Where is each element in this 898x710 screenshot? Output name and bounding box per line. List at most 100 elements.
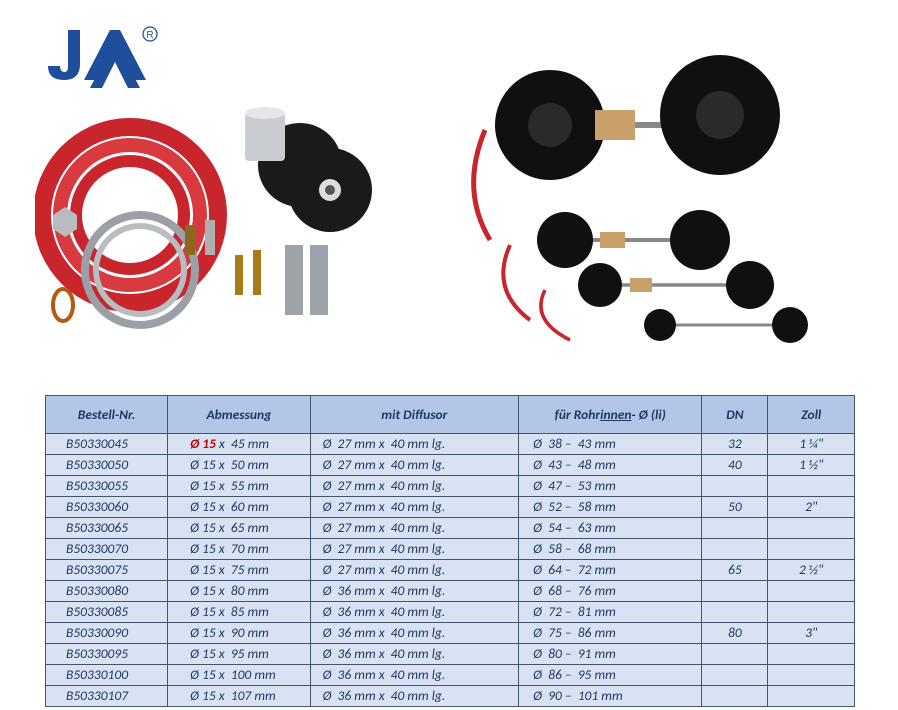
- cell-diffusor: Ø 36 mm x 40 mm lg.: [310, 644, 519, 665]
- cell-bestell-nr: B50330090: [46, 623, 168, 644]
- th-rohr-u: innen: [600, 406, 631, 423]
- cell-dn: [702, 665, 768, 686]
- cell-dn: [702, 644, 768, 665]
- th-bestell: Bestell-Nr.: [46, 396, 168, 434]
- table-body: B50330045Ø 15 x 45 mmØ 27 mm x 40 mm lg.…: [46, 434, 855, 707]
- cell-abmessung: Ø 15 x 45 mm: [168, 434, 310, 455]
- table-row: B50330070Ø 15 x 70 mmØ 27 mm x 40 mm lg.…: [46, 539, 855, 560]
- th-rohr-post: - Ø (li): [631, 406, 665, 423]
- cell-bestell-nr: B50330107: [46, 686, 168, 707]
- cell-diffusor: Ø 27 mm x 40 mm lg.: [310, 560, 519, 581]
- cell-rohrinnen: Ø 90 – 101 mm: [519, 686, 702, 707]
- cell-diffusor: Ø 36 mm x 40 mm lg.: [310, 602, 519, 623]
- cell-zoll: [768, 518, 855, 539]
- table-row: B50330107Ø 15 x 107 mmØ 36 mm x 40 mm lg…: [46, 686, 855, 707]
- cell-dn: 32: [702, 434, 768, 455]
- cell-zoll: 1 ½": [768, 455, 855, 476]
- cell-abmessung: Ø 15 x 75 mm: [168, 560, 310, 581]
- cell-rohrinnen: Ø 86 – 95 mm: [519, 665, 702, 686]
- cell-rohrinnen: Ø 80 – 91 mm: [519, 644, 702, 665]
- cell-zoll: 2 ½": [768, 560, 855, 581]
- cell-abmessung: Ø 15 x 70 mm: [168, 539, 310, 560]
- table-row: B50330085Ø 15 x 85 mmØ 36 mm x 40 mm lg.…: [46, 602, 855, 623]
- table-row: B50330080Ø 15 x 80 mmØ 36 mm x 40 mm lg.…: [46, 581, 855, 602]
- table-row: B50330100Ø 15 x 100 mmØ 36 mm x 40 mm lg…: [46, 665, 855, 686]
- table-row: B50330050Ø 15 x 50 mmØ 27 mm x 40 mm lg.…: [46, 455, 855, 476]
- cell-rohrinnen: Ø 47 – 53 mm: [519, 476, 702, 497]
- cell-dn: [702, 686, 768, 707]
- cell-diffusor: Ø 27 mm x 40 mm lg.: [310, 455, 519, 476]
- cell-diffusor: Ø 27 mm x 40 mm lg.: [310, 539, 519, 560]
- cell-zoll: [768, 539, 855, 560]
- cell-zoll: 3": [768, 623, 855, 644]
- cell-bestell-nr: B50330055: [46, 476, 168, 497]
- cell-abmessung: Ø 15 x 107 mm: [168, 686, 310, 707]
- table-row: B50330065Ø 15 x 65 mmØ 27 mm x 40 mm lg.…: [46, 518, 855, 539]
- cell-diffusor: Ø 36 mm x 40 mm lg.: [310, 686, 519, 707]
- svg-text:R: R: [146, 30, 153, 41]
- cell-dn: 80: [702, 623, 768, 644]
- cell-zoll: [768, 644, 855, 665]
- cell-bestell-nr: B50330070: [46, 539, 168, 560]
- cell-diffusor: Ø 36 mm x 40 mm lg.: [310, 665, 519, 686]
- cell-diffusor: Ø 27 mm x 40 mm lg.: [310, 518, 519, 539]
- cell-dn: [702, 602, 768, 623]
- cell-dn: [702, 581, 768, 602]
- th-rohrinnen: für Rohrinnen- Ø (li): [519, 396, 702, 434]
- cell-bestell-nr: B50330085: [46, 602, 168, 623]
- cell-zoll: [768, 476, 855, 497]
- cell-diffusor: Ø 36 mm x 40 mm lg.: [310, 623, 519, 644]
- cell-abmessung: Ø 15 x 50 mm: [168, 455, 310, 476]
- table-row: B50330075Ø 15 x 75 mmØ 27 mm x 40 mm lg.…: [46, 560, 855, 581]
- table-row: B50330060Ø 15 x 60 mmØ 27 mm x 40 mm lg.…: [46, 497, 855, 518]
- cell-abmessung: Ø 15 x 80 mm: [168, 581, 310, 602]
- cell-diffusor: Ø 36 mm x 40 mm lg.: [310, 581, 519, 602]
- cell-diffusor: Ø 27 mm x 40 mm lg.: [310, 434, 519, 455]
- cell-abmessung: Ø 15 x 85 mm: [168, 602, 310, 623]
- table-row: B50330090Ø 15 x 90 mmØ 36 mm x 40 mm lg.…: [46, 623, 855, 644]
- spec-table: Bestell-Nr. Abmessung mit Diffusor für R…: [45, 395, 855, 707]
- cell-bestell-nr: B50330095: [46, 644, 168, 665]
- table-row: B50330055Ø 15 x 55 mmØ 27 mm x 40 mm lg.…: [46, 476, 855, 497]
- th-dn: DN: [702, 396, 768, 434]
- th-abmessung: Abmessung: [168, 396, 310, 434]
- cell-rohrinnen: Ø 72 – 81 mm: [519, 602, 702, 623]
- cell-rohrinnen: Ø 54 – 63 mm: [519, 518, 702, 539]
- cell-zoll: [768, 581, 855, 602]
- cell-bestell-nr: B50330080: [46, 581, 168, 602]
- table-row: B50330095Ø 15 x 95 mmØ 36 mm x 40 mm lg.…: [46, 644, 855, 665]
- cell-zoll: 2": [768, 497, 855, 518]
- cell-bestell-nr: B50330075: [46, 560, 168, 581]
- cell-bestell-nr: B50330065: [46, 518, 168, 539]
- cell-bestell-nr: B50330045: [46, 434, 168, 455]
- cell-zoll: [768, 686, 855, 707]
- cell-diffusor: Ø 27 mm x 40 mm lg.: [310, 497, 519, 518]
- table-row: B50330045Ø 15 x 45 mmØ 27 mm x 40 mm lg.…: [46, 434, 855, 455]
- cell-rohrinnen: Ø 64 – 72 mm: [519, 560, 702, 581]
- cell-zoll: [768, 602, 855, 623]
- cell-rohrinnen: Ø 68 – 76 mm: [519, 581, 702, 602]
- cell-zoll: [768, 665, 855, 686]
- cell-zoll: 1 ¼": [768, 434, 855, 455]
- cell-abmessung: Ø 15 x 60 mm: [168, 497, 310, 518]
- table-header-row: Bestell-Nr. Abmessung mit Diffusor für R…: [46, 396, 855, 434]
- cell-rohrinnen: Ø 43 – 48 mm: [519, 455, 702, 476]
- cell-rohrinnen: Ø 52 – 58 mm: [519, 497, 702, 518]
- cell-dn: [702, 476, 768, 497]
- cell-bestell-nr: B50330100: [46, 665, 168, 686]
- cell-abmessung: Ø 15 x 95 mm: [168, 644, 310, 665]
- cell-rohrinnen: Ø 38 – 43 mm: [519, 434, 702, 455]
- cell-dn: 40: [702, 455, 768, 476]
- cell-bestell-nr: B50330050: [46, 455, 168, 476]
- cell-dn: 50: [702, 497, 768, 518]
- cell-rohrinnen: Ø 75 – 86 mm: [519, 623, 702, 644]
- cell-abmessung: Ø 15 x 55 mm: [168, 476, 310, 497]
- cell-diffusor: Ø 27 mm x 40 mm lg.: [310, 476, 519, 497]
- cell-abmessung: Ø 15 x 100 mm: [168, 665, 310, 686]
- cell-abmessung: Ø 15 x 65 mm: [168, 518, 310, 539]
- th-diffusor: mit Diffusor: [310, 396, 519, 434]
- cell-rohrinnen: Ø 58 – 68 mm: [519, 539, 702, 560]
- ja-logo: R: [40, 22, 160, 92]
- product-image-kit: [35, 95, 375, 345]
- spec-table-wrap: Bestell-Nr. Abmessung mit Diffusor für R…: [45, 395, 855, 707]
